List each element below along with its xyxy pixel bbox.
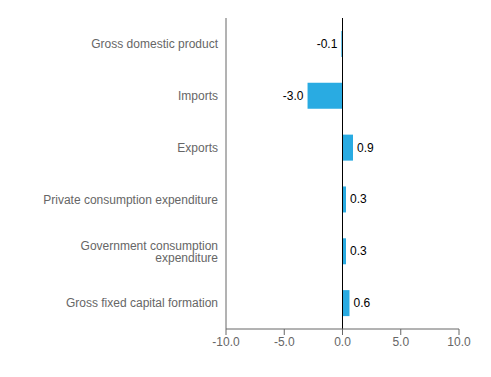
svg-text:Imports: Imports xyxy=(178,89,218,103)
svg-text:Gross fixed capital formation: Gross fixed capital formation xyxy=(66,296,218,310)
svg-text:0.3: 0.3 xyxy=(350,244,367,258)
svg-text:-10.0: -10.0 xyxy=(212,335,240,349)
svg-text:-0.1: -0.1 xyxy=(317,37,338,51)
svg-text:5.0: 5.0 xyxy=(392,335,409,349)
svg-text:10.0: 10.0 xyxy=(447,335,471,349)
svg-text:0.9: 0.9 xyxy=(357,141,374,155)
svg-text:-3.0: -3.0 xyxy=(283,89,304,103)
svg-text:0.3: 0.3 xyxy=(350,192,367,206)
svg-text:0.6: 0.6 xyxy=(353,296,370,310)
svg-text:Gross domestic product: Gross domestic product xyxy=(91,37,218,51)
svg-text:Exports: Exports xyxy=(177,141,218,155)
svg-text:0.0: 0.0 xyxy=(334,335,351,349)
svg-text:Government consumptionexpendit: Government consumptionexpenditure xyxy=(81,239,219,265)
svg-text:-5.0: -5.0 xyxy=(274,335,295,349)
svg-text:Private consumption expenditur: Private consumption expenditure xyxy=(43,193,218,207)
